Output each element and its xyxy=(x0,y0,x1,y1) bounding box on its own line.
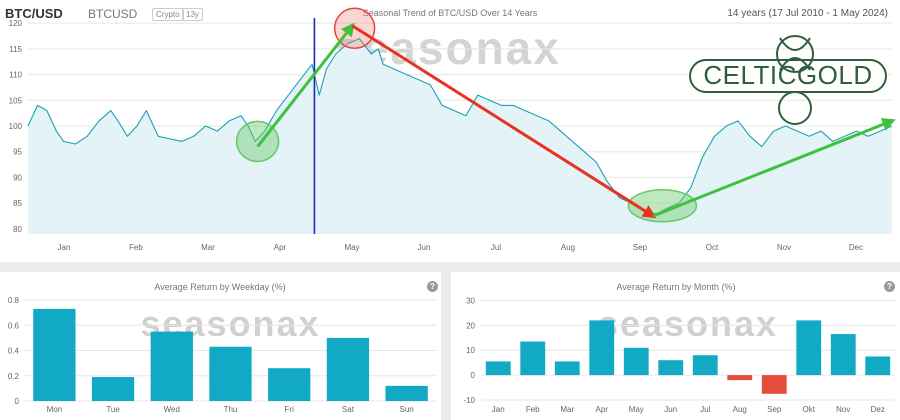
weekday-chart-title: Average Return by Weekday (%) xyxy=(154,282,286,292)
logo-knot-ring xyxy=(776,35,814,73)
weekday-bar xyxy=(326,337,370,401)
month-x-label: May xyxy=(629,405,644,414)
y-tick-label: 0.6 xyxy=(8,321,20,330)
series-area xyxy=(28,38,892,234)
x-tick-label: Aug xyxy=(561,243,575,252)
month-x-label: Sep xyxy=(767,405,782,414)
seasonal-chart-title: Seasonal Trend of BTC/USD Over 14 Years xyxy=(362,8,538,18)
years-badge: 13y xyxy=(182,8,203,21)
month-x-label: Jul xyxy=(700,405,710,414)
month-chart-svg: seasonax -10 0 10 20 30 Jan Feb Mar Apr May Jun Jul A… xyxy=(463,296,895,414)
weekday-x-label: Sun xyxy=(400,405,414,414)
y-tick-label: 90 xyxy=(13,173,22,182)
celticgold-logo: CELTICGOLD xyxy=(689,35,887,125)
crypto-badge: Crypto xyxy=(152,8,184,21)
series-line xyxy=(27,38,893,214)
weekday-chart-panel: Average Return by Weekday (%) ? seasonax… xyxy=(0,272,441,420)
y-tick-label: 120 xyxy=(9,19,23,28)
x-tick-label: Oct xyxy=(706,243,719,252)
y-tick-label: 10 xyxy=(466,346,475,355)
month-bar xyxy=(589,320,615,376)
month-bar xyxy=(520,341,546,376)
x-tick-label: May xyxy=(344,243,359,252)
y-tick-label: 95 xyxy=(13,148,22,157)
logo-knot-ring xyxy=(778,91,812,125)
x-tick-label: Dec xyxy=(849,243,863,252)
month-bar xyxy=(727,375,753,381)
x-tick-label: Mar xyxy=(201,243,215,252)
month-x-label: Nov xyxy=(836,405,850,414)
x-tick-label: Apr xyxy=(274,243,287,252)
logo-knot-lines xyxy=(779,37,811,71)
month-bar xyxy=(658,360,684,376)
y-tick-label: 0.2 xyxy=(8,372,20,381)
weekday-bar xyxy=(33,308,76,401)
x-tick-label: Feb xyxy=(129,243,143,252)
y-tick-label: 105 xyxy=(9,96,23,105)
month-bar xyxy=(865,356,891,376)
month-bar xyxy=(692,355,718,376)
month-x-label: Apr xyxy=(596,405,609,414)
y-tick-label: 0 xyxy=(15,397,20,406)
trend-arrow-up xyxy=(256,22,355,148)
x-tick-label: Nov xyxy=(777,243,791,252)
date-range-label: 14 years (17 Jul 2010 - 1 May 2024) xyxy=(727,8,888,19)
y-tick-label: 110 xyxy=(9,71,22,80)
y-tick-label: 30 xyxy=(466,296,475,305)
month-chart-title: Average Return by Month (%) xyxy=(616,282,736,292)
trend-arrow-up xyxy=(652,118,896,218)
weekday-x-label: Tue xyxy=(106,405,120,414)
y-tick-label: 0.4 xyxy=(8,347,20,356)
weekday-x-label: Sat xyxy=(342,405,355,414)
x-tick-label: Sep xyxy=(633,243,648,252)
y-tick-label: 20 xyxy=(466,321,475,330)
weekday-bar xyxy=(268,368,311,401)
month-x-label: Jun xyxy=(664,405,677,414)
month-bar xyxy=(485,361,511,376)
weekday-bar xyxy=(91,377,135,401)
month-x-label: Dez xyxy=(871,405,885,414)
month-bar xyxy=(623,347,649,376)
weekday-bar xyxy=(209,346,252,401)
month-bar xyxy=(796,320,822,376)
ticker-label: BTCUSD xyxy=(88,7,138,21)
y-tick-label: 0 xyxy=(471,371,476,380)
month-x-label: Okt xyxy=(803,405,816,414)
month-help-icon[interactable]: ? xyxy=(884,281,895,292)
x-tick-label: Jun xyxy=(418,243,431,252)
trend-arrow-down xyxy=(351,24,657,219)
y-tick-label: 80 xyxy=(13,225,22,234)
month-x-label: Aug xyxy=(733,405,747,414)
weekday-bar xyxy=(150,331,193,401)
weekday-x-label: Mon xyxy=(47,405,63,414)
weekday-x-label: Thu xyxy=(224,405,238,414)
y-tick-label: -10 xyxy=(463,396,475,405)
month-x-label: Feb xyxy=(526,405,540,414)
y-tick-label: 0.8 xyxy=(8,296,20,305)
month-bar xyxy=(554,361,580,376)
x-tick-label: Jul xyxy=(491,243,501,252)
symbol-label: BTC/USD xyxy=(5,6,63,21)
weekday-help-icon[interactable]: ? xyxy=(427,281,438,292)
month-x-label: Jan xyxy=(492,405,505,414)
month-bar xyxy=(830,334,856,376)
month-chart-panel: Average Return by Month (%) ? seasonax -1… xyxy=(451,272,900,420)
x-tick-label: Jan xyxy=(58,243,71,252)
logo-text: CELTICGOLD xyxy=(703,60,872,90)
weekday-bar xyxy=(385,385,428,401)
y-tick-label: 100 xyxy=(9,122,23,131)
month-bar xyxy=(761,375,787,394)
watermark: seasonax xyxy=(598,303,778,344)
y-tick-label: 85 xyxy=(13,199,22,208)
month-x-label: Mar xyxy=(560,405,574,414)
seasonal-chart-panel: BTC/USD BTCUSD Crypto 13y Seasonal Trend… xyxy=(0,0,900,262)
weekday-x-label: Wed xyxy=(164,405,180,414)
weekday-x-label: Fri xyxy=(285,405,295,414)
y-tick-label: 115 xyxy=(9,45,22,54)
